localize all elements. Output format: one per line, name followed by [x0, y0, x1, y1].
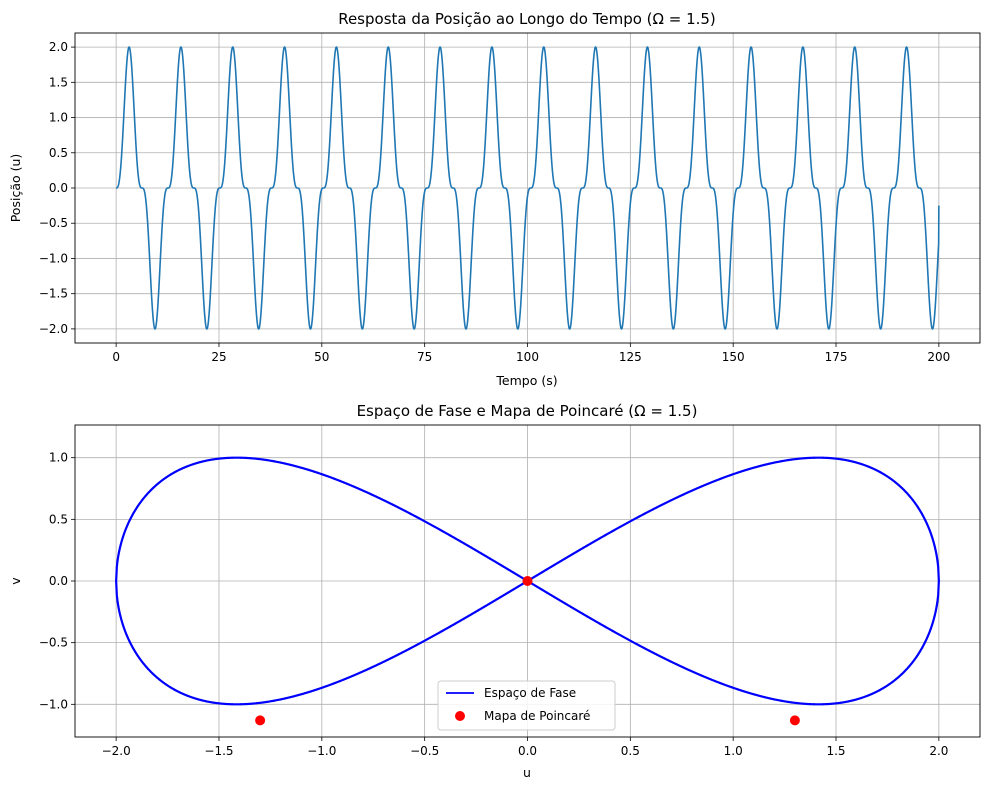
phase-axes-frame: [74, 424, 981, 738]
phase-xtick-label: 0.0: [518, 744, 537, 758]
position-ytick-label: 0.0: [49, 181, 68, 195]
position-xtick-label: 75: [417, 350, 432, 364]
position-ytick-label: 1.5: [49, 75, 68, 89]
legend-phase-label: Espaço de Fase: [484, 686, 576, 700]
position-ytick-label: −1.5: [39, 287, 68, 301]
phase-space-axes: Espaço de Fase e Mapa de Poincaré (Ω = 1…: [8, 402, 981, 780]
position-axes-frame: [74, 32, 981, 344]
phase-ytick-label: −0.5: [39, 636, 68, 650]
poincare-point: [255, 715, 266, 726]
legend-poincare-marker-swatch: [455, 711, 465, 721]
position-ytick-label: −1.0: [39, 251, 68, 265]
phase-xlabel: u: [523, 765, 531, 780]
position-xtick-label: 100: [516, 350, 539, 364]
position-ticks: 0 25 50 75 100 125 150 175 200 2.0 1.5 1.0 0.5 0.0 −0.…: [39, 40, 950, 364]
position-xtick-label: 175: [825, 350, 848, 364]
phase-space-curve: [526, 580, 940, 706]
phase-ylabel: v: [8, 577, 23, 585]
phase-xtick-label: −1.0: [307, 744, 336, 758]
poincare-point: [522, 576, 533, 586]
phase-xtick-label: −1.5: [204, 744, 233, 758]
phase-ytick-label: 0.0: [49, 574, 68, 588]
phase-xtick-label: 2.0: [929, 744, 948, 758]
phase-legend: Espaço de Fase Mapa de Poincaré: [437, 680, 616, 731]
phase-series: [115, 456, 940, 726]
phase-ytick-label: 0.5: [49, 512, 68, 526]
phase-ticks: −2.0 −1.5 −1.0 −0.5 0.0 0.5 1.0 1.5 2.0 1.0 0.5 0.0…: [39, 451, 949, 758]
phase-ytick-label: −1.0: [39, 697, 68, 711]
position-ytick-label: 1.0: [49, 111, 68, 125]
phase-xtick-label: −2.0: [102, 744, 131, 758]
position-chart-title: Resposta da Posição ao Longo do Tempo (Ω…: [338, 10, 716, 28]
position-xtick-label: 125: [619, 350, 642, 364]
position-ytick-label: −2.0: [39, 322, 68, 336]
position-xtick-label: 50: [314, 350, 329, 364]
position-time-axes: Resposta da Posição ao Longo do Tempo (Ω…: [8, 10, 981, 388]
phase-xtick-label: −0.5: [410, 744, 439, 758]
position-series: [116, 46, 940, 330]
phase-xtick-label: 1.5: [826, 744, 845, 758]
position-ytick-label: −0.5: [39, 216, 68, 230]
phase-chart-title: Espaço de Fase e Mapa de Poincaré (Ω = 1…: [357, 402, 698, 420]
phase-space-curve: [526, 456, 940, 582]
phase-xtick-label: 0.5: [621, 744, 640, 758]
phase-space-curve: [115, 580, 529, 706]
legend-box: [437, 680, 616, 731]
position-xtick-label: 25: [211, 350, 226, 364]
legend-poincare-label: Mapa de Poincaré: [484, 709, 590, 723]
position-grid: [75, 33, 980, 343]
phase-space-curve: [115, 456, 529, 582]
position-xtick-label: 200: [927, 350, 950, 364]
position-ytick-label: 2.0: [49, 40, 68, 54]
position-xtick-label: 0: [112, 350, 120, 364]
position-ylabel: Posição (u): [8, 154, 23, 223]
position-series-line: [116, 46, 940, 330]
phase-ytick-label: 1.0: [49, 451, 68, 465]
position-xlabel: Tempo (s): [495, 373, 557, 388]
phase-xtick-label: 1.0: [724, 744, 743, 758]
position-xtick-label: 150: [722, 350, 745, 364]
poincare-point: [789, 715, 800, 726]
position-ytick-label: 0.5: [49, 146, 68, 160]
